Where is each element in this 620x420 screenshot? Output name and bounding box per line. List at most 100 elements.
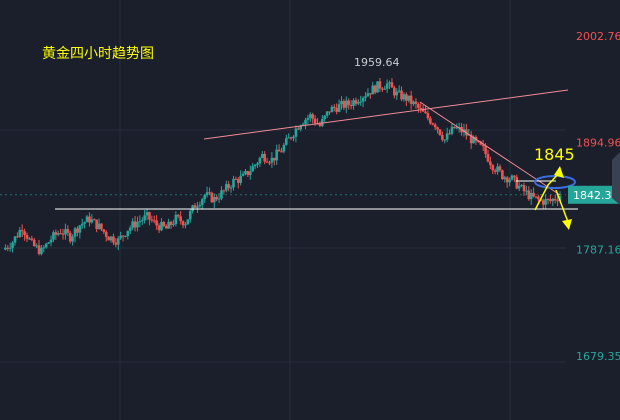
candle-body — [152, 220, 156, 222]
highlight-ellipse — [534, 175, 576, 189]
candle-body — [318, 123, 322, 126]
candle-body — [390, 82, 394, 88]
candle-body — [345, 100, 348, 108]
candle-body — [297, 128, 300, 130]
candle-body — [263, 153, 266, 162]
candle-body — [6, 247, 10, 249]
candle-body — [275, 149, 278, 161]
candle-body — [301, 124, 305, 126]
candle-body — [13, 236, 17, 243]
candle-body — [80, 223, 84, 226]
candle-body — [489, 161, 492, 166]
candle-body — [424, 111, 427, 114]
candle-body — [248, 171, 252, 175]
candle-body — [35, 245, 38, 247]
upper-trendline — [203, 89, 569, 140]
candle-body — [227, 184, 230, 188]
candle-body — [215, 196, 218, 200]
y-tick-label: 2002.76 — [576, 30, 620, 43]
candle-body — [119, 235, 122, 239]
candle-body — [23, 231, 26, 236]
candle-body — [236, 179, 240, 183]
candle-body — [448, 133, 451, 135]
candle-body — [160, 221, 163, 231]
candle-body — [241, 173, 245, 176]
candle-body — [352, 100, 355, 106]
candle-body — [95, 219, 98, 230]
candlesticks — [4, 77, 562, 256]
candle-body — [196, 206, 199, 208]
candle-body — [450, 126, 454, 134]
candle-body — [191, 205, 194, 212]
candle-body — [244, 171, 247, 174]
candle-body — [347, 100, 351, 105]
candle-body — [441, 135, 444, 140]
annotation-price-label: 1845 — [534, 145, 575, 164]
chart-title: 黄金四小时趋势图 — [42, 46, 154, 62]
candle-body — [520, 185, 523, 187]
candle-body — [400, 90, 403, 100]
candle-body — [431, 123, 435, 125]
candle-body — [361, 97, 365, 102]
candle-body — [373, 85, 377, 93]
candle-body — [546, 199, 550, 201]
candle-body — [176, 214, 180, 217]
candle-body — [198, 204, 202, 207]
candle-body — [40, 247, 43, 255]
candle-body — [18, 229, 22, 237]
candle-body — [508, 179, 511, 183]
drawing-overlays: 1959.64 1845 — [0, 56, 578, 230]
candle-body — [179, 216, 182, 222]
candle-body — [78, 225, 82, 233]
up-arrow-head — [554, 166, 564, 178]
candle-body — [469, 134, 473, 144]
candle-body — [337, 104, 341, 112]
candle-body — [128, 227, 132, 231]
candle-body — [47, 242, 50, 244]
current-price-tag — [568, 185, 620, 204]
candle-body — [59, 233, 62, 235]
candle-body — [325, 111, 329, 116]
candle-body — [525, 190, 528, 192]
candle-body — [558, 196, 562, 201]
candle-body — [529, 192, 533, 200]
candle-body — [309, 114, 312, 118]
candle-body — [294, 128, 298, 137]
candle-body — [412, 101, 415, 104]
candle-body — [503, 177, 507, 180]
candle-body — [369, 93, 372, 95]
candle-body — [150, 219, 154, 221]
candle-body — [76, 228, 79, 233]
high-price-label: 1959.64 — [354, 56, 400, 69]
down-arrow-path — [555, 189, 569, 223]
candle-body — [551, 198, 555, 202]
candle-body — [114, 242, 118, 245]
candle-body — [323, 115, 327, 120]
candle-body — [148, 212, 151, 220]
candle-body — [30, 238, 34, 240]
candle-body — [8, 247, 12, 249]
candle-body — [429, 118, 432, 124]
candle-body — [265, 161, 269, 163]
gridlines — [0, 0, 566, 420]
candle-body — [121, 235, 125, 237]
candle-body — [311, 114, 315, 119]
candle-body — [527, 190, 531, 200]
candle-body — [491, 165, 495, 171]
candle-body — [510, 175, 514, 180]
y-axis: 2002.76 1894.96 1787.16 1679.35 1842.38 — [568, 30, 620, 363]
candle-body — [481, 144, 485, 147]
y-tick-label: 1787.16 — [576, 243, 620, 256]
y-tick-label: 1679.35 — [576, 350, 620, 363]
candle-body — [268, 162, 271, 164]
candle-body — [217, 198, 221, 200]
candle-body — [467, 134, 471, 136]
candle-body — [260, 153, 264, 158]
candle-body — [85, 216, 89, 223]
candle-body — [193, 205, 197, 208]
candle-body — [553, 198, 557, 201]
candle-body — [42, 247, 46, 249]
candle-body — [239, 175, 242, 183]
candle-body — [272, 157, 276, 161]
